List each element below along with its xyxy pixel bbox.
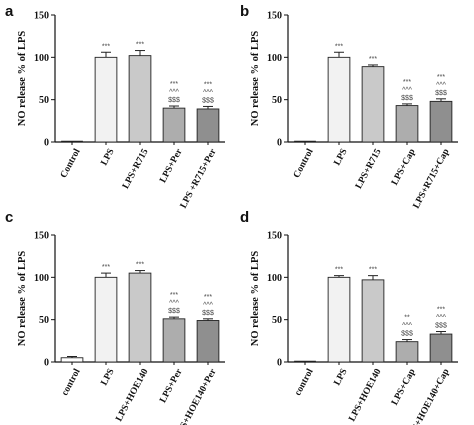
significance-label: $$$	[401, 95, 413, 102]
x-tick-label: LPS+HOE140	[347, 367, 383, 423]
significance-label: ***	[170, 292, 178, 299]
significance-label: ***	[204, 81, 212, 88]
significance-label: $$$	[168, 97, 180, 104]
significance-label: ^^^	[436, 82, 447, 89]
significance-label: ^^^	[203, 302, 214, 309]
y-tick-label: 0	[277, 358, 282, 369]
chart-panel-d: d 0 50 100 150 NO release % of LPS control *** L…	[240, 209, 458, 425]
y-axis-label: NO release % of LPS	[250, 31, 261, 127]
x-tick-label: LPS+Per	[158, 147, 185, 185]
significance-label: ***	[335, 267, 343, 274]
significance-label: ***	[369, 56, 377, 63]
y-axis-label: NO release % of LPS	[17, 251, 28, 347]
significance-label: **	[404, 315, 410, 322]
bar-3	[162, 107, 186, 143]
significance-label: ***	[369, 267, 377, 274]
bar-2	[128, 272, 152, 363]
significance-label: ***	[437, 307, 445, 314]
panel-letter: d	[240, 209, 249, 226]
x-tick-label: LPS+R715+Cap	[412, 147, 452, 210]
chart-panel-a: a 0 50 100 150 NO release % of LPS Control *** L…	[5, 3, 225, 210]
bar-2	[361, 66, 385, 143]
y-tick-label: 0	[277, 138, 282, 149]
y-tick-label: 150	[34, 11, 49, 22]
bar-4	[429, 333, 453, 363]
panel-letter: a	[5, 3, 14, 20]
x-tick-label: LPS+R715	[121, 147, 151, 191]
y-tick-label: 0	[44, 138, 49, 149]
bar-3	[395, 105, 419, 143]
significance-label: ***	[102, 43, 110, 50]
x-tick-label: LPS	[100, 147, 117, 167]
significance-label: ^^^	[203, 89, 214, 96]
significance-label: $$$	[168, 308, 180, 315]
significance-label: $$$	[435, 90, 447, 97]
significance-label: ***	[403, 79, 411, 86]
chart-panel-c: c 0 50 100 150 NO release % of LPS control *** L…	[5, 209, 225, 425]
significance-label: ***	[136, 42, 144, 49]
significance-label: ***	[136, 262, 144, 269]
y-tick-label: 150	[267, 11, 282, 22]
panel-letter: c	[5, 209, 13, 226]
significance-label: ***	[102, 264, 110, 271]
panel-letter: b	[240, 3, 249, 20]
bar-3	[395, 341, 419, 363]
significance-label: ***	[204, 294, 212, 301]
y-axis-label: NO release % of LPS	[17, 31, 28, 127]
significance-label: ^^^	[402, 87, 413, 94]
bar-3	[162, 318, 186, 363]
bar-1	[94, 56, 118, 143]
x-tick-label: LPS	[333, 367, 350, 387]
y-tick-label: 150	[267, 231, 282, 242]
bar-2	[128, 55, 152, 143]
x-tick-label: LPS+Cap	[390, 147, 417, 187]
x-tick-label: control	[293, 367, 316, 397]
bar-4	[429, 100, 453, 143]
bar-1	[327, 276, 351, 363]
bar-4	[196, 320, 220, 363]
x-tick-label: LPS+Cap	[390, 367, 417, 407]
significance-label: ^^^	[436, 315, 447, 322]
y-axis-label: NO release % of LPS	[250, 251, 261, 347]
y-tick-label: 0	[44, 358, 49, 369]
bar-1	[327, 56, 351, 143]
significance-label: ***	[437, 74, 445, 81]
significance-label: ^^^	[169, 89, 180, 96]
x-tick-label: Control	[59, 147, 83, 180]
x-tick-label: LPS+R715	[354, 147, 384, 191]
x-tick-label: control	[60, 367, 83, 397]
significance-label: ^^^	[169, 300, 180, 307]
bar-2	[361, 279, 385, 363]
bar-0	[60, 357, 84, 363]
y-tick-label: 100	[267, 273, 282, 284]
x-tick-label: Control	[292, 147, 316, 180]
significance-label: $$$	[202, 97, 214, 104]
x-tick-label: LPS +R715+Per	[179, 147, 219, 211]
significance-label: ***	[335, 43, 343, 50]
x-tick-label: LPS	[333, 147, 350, 167]
y-tick-label: 150	[34, 231, 49, 242]
significance-label: ^^^	[402, 323, 413, 330]
significance-label: $$$	[401, 331, 413, 338]
y-tick-label: 50	[39, 95, 49, 106]
y-tick-label: 100	[267, 53, 282, 64]
y-tick-label: 100	[34, 53, 49, 64]
y-tick-label: 100	[34, 273, 49, 284]
bar-4	[196, 108, 220, 143]
x-tick-label: LPS+HOE140	[114, 367, 150, 423]
significance-label: $$$	[202, 310, 214, 317]
x-tick-label: LPS	[100, 367, 117, 387]
chart-panel-b: b 0 50 100 150 NO release % of LPS Control *** L…	[240, 3, 458, 211]
y-tick-label: 50	[272, 315, 282, 326]
significance-label: ***	[170, 81, 178, 88]
bar-1	[94, 276, 118, 363]
x-tick-label: LPS+Per	[158, 367, 185, 405]
significance-label: $$$	[435, 323, 447, 330]
y-tick-label: 50	[272, 95, 282, 106]
y-tick-label: 50	[39, 315, 49, 326]
